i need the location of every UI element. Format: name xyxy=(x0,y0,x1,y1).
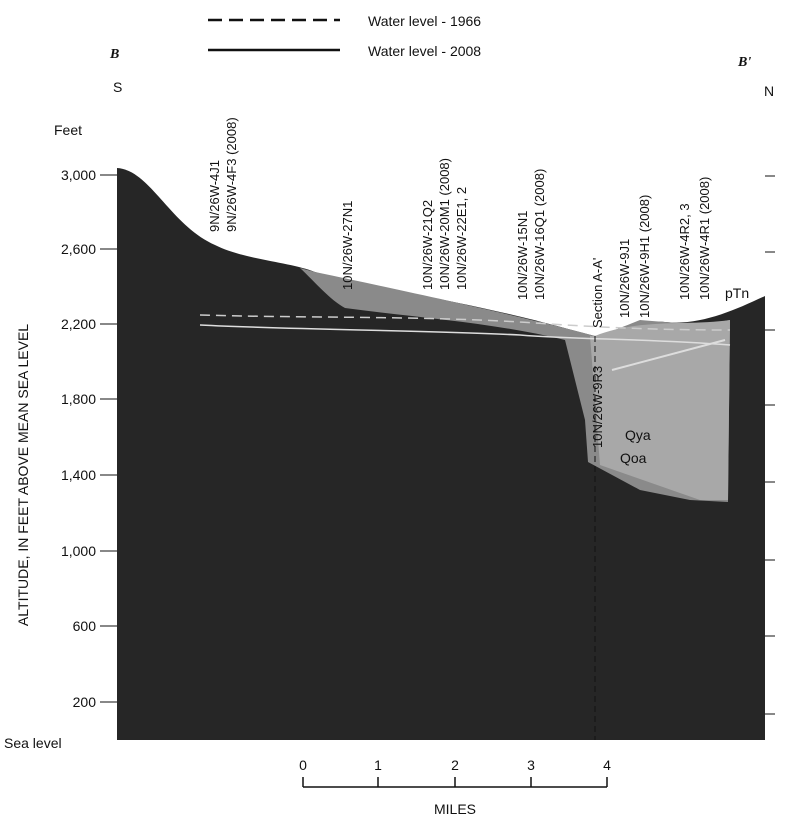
y-tick-label: 2,200 xyxy=(61,316,96,332)
bedrock xyxy=(117,168,765,740)
legend-label: Water level - 1966 xyxy=(368,13,481,29)
unit-label: Feet xyxy=(54,122,82,138)
well-label: 10N/26W-4R1 (2008) xyxy=(697,177,712,300)
well-label: Section A-A' xyxy=(590,258,605,328)
x-tick-label: 3 xyxy=(527,757,535,773)
y-axis-title: ALTITUDE, IN FEET ABOVE MEAN SEA LEVEL xyxy=(15,324,31,626)
direction: S xyxy=(113,79,122,95)
alluvium-younger xyxy=(590,320,730,500)
x-axis-title: MILES xyxy=(434,801,476,817)
section-end: B xyxy=(109,47,119,62)
water-level-1966 xyxy=(199,314,731,331)
well-label: 10N/26W-4R2, 3 xyxy=(677,203,692,300)
contact xyxy=(611,339,726,371)
well-label: 9N/26W-4F3 (2008) xyxy=(224,117,239,232)
direction: N xyxy=(764,83,774,99)
water-level-2008 xyxy=(199,324,731,346)
y-tick-label: 1,800 xyxy=(61,391,96,407)
well-label: 10N/26W-15N1 xyxy=(515,211,530,300)
y-tick-label: 1,000 xyxy=(61,543,96,559)
unit-label: Qya xyxy=(625,427,651,443)
x-tick-label: 0 xyxy=(299,757,307,773)
y-tick-label: 2,600 xyxy=(61,241,96,257)
x-tick-label: 4 xyxy=(603,757,611,773)
unit-label: Qoa xyxy=(620,450,647,466)
section-end: B' xyxy=(737,55,751,70)
x-tick-label: 1 xyxy=(374,757,382,773)
well-label: 10N/26W-27N1 xyxy=(340,201,355,290)
legend-label: Water level - 2008 xyxy=(368,43,481,59)
well-label: 10N/26W-9R3 xyxy=(590,366,605,448)
unit-label: pTn xyxy=(725,285,749,301)
sea-level-label: Sea level xyxy=(4,735,62,751)
well-label: 10N/26W-21Q2 xyxy=(420,200,435,290)
well-label: 9N/26W-4J1 xyxy=(207,160,222,232)
well-label: 10N/26W-16Q1 (2008) xyxy=(532,169,547,300)
y-tick-label: 1,400 xyxy=(61,467,96,483)
well-label: 10N/26W-9J1 xyxy=(617,239,632,318)
scale-bar xyxy=(302,777,608,788)
well-label: 10N/26W-9H1 (2008) xyxy=(637,195,652,318)
y-tick-label: 600 xyxy=(73,618,97,634)
well-label: 10N/26W-22E1, 2 xyxy=(454,187,469,290)
y-tick-label: 200 xyxy=(73,694,97,710)
right-ticks xyxy=(765,175,775,715)
well-label: 10N/26W-20M1 (2008) xyxy=(437,158,452,290)
x-tick-label: 2 xyxy=(451,757,459,773)
y-tick-label: 3,000 xyxy=(61,167,96,183)
